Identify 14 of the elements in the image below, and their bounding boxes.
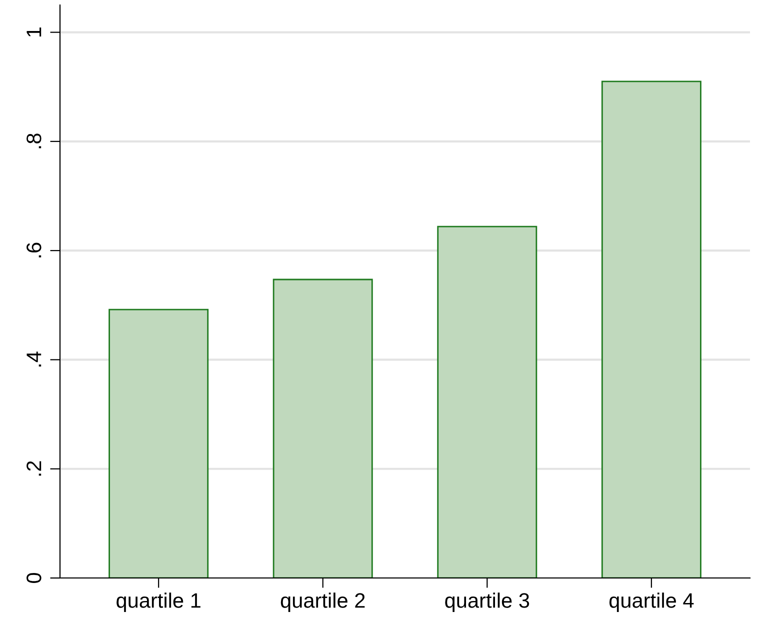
- y-tick-label: 1: [26, 28, 42, 36]
- x-tick-label: quartile 1: [116, 592, 200, 612]
- y-tick-label: .2: [26, 461, 42, 476]
- bar: [601, 80, 702, 578]
- x-tick-label: quartile 4: [609, 592, 694, 612]
- bar: [437, 226, 538, 578]
- y-tick-label: .6: [26, 242, 42, 258]
- x-tick-label: quartile 3: [445, 592, 530, 612]
- x-tick-label: quartile 2: [280, 592, 365, 612]
- bar: [108, 308, 209, 578]
- y-tick-label: .8: [26, 134, 42, 148]
- bar: [272, 278, 373, 578]
- y-tick-label: 0: [26, 573, 42, 583]
- y-tick-label: .4: [26, 352, 42, 366]
